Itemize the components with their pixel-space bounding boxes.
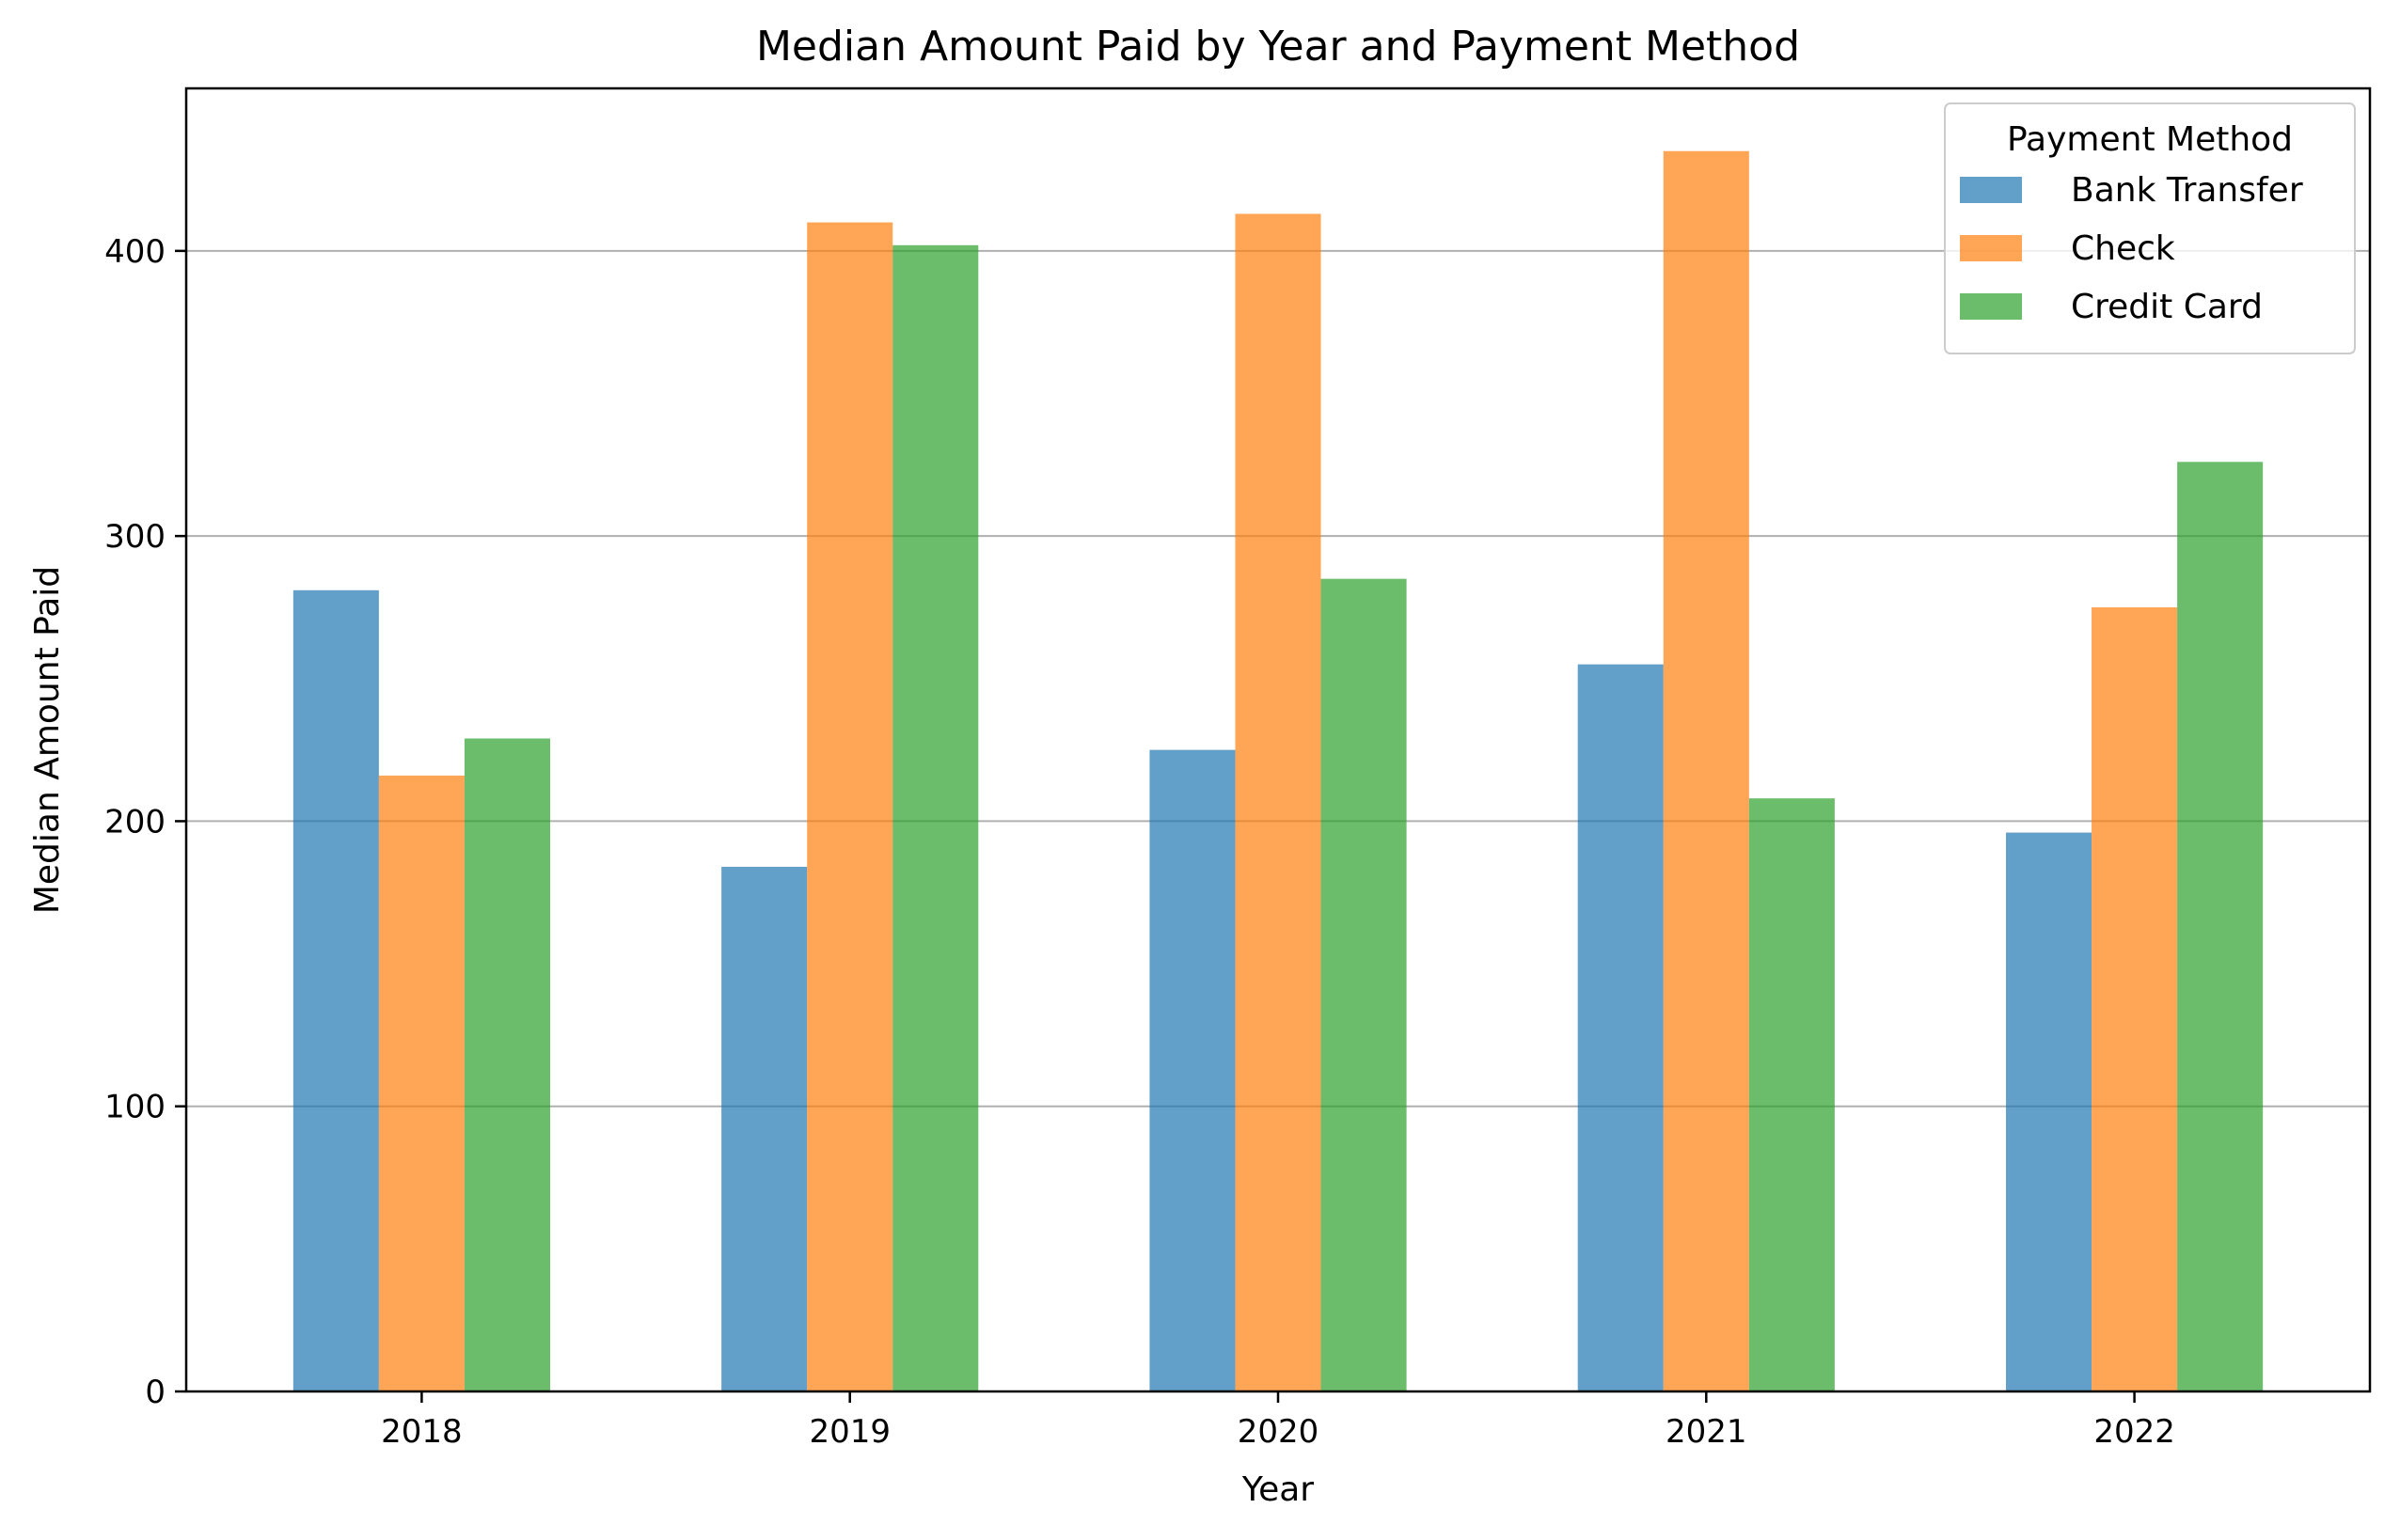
legend-swatch (1960, 293, 2022, 320)
x-tick-label: 2020 (1238, 1413, 1319, 1451)
legend-label: Credit Card (2071, 288, 2263, 326)
bar-bank-transfer-2021 (1577, 664, 1664, 1391)
legend-box (1944, 102, 2356, 354)
bar-bank-transfer-2022 (2006, 832, 2092, 1391)
bar-check-2019 (807, 222, 893, 1391)
legend: Payment Method Bank Transfer Check Credit … (1944, 102, 2356, 354)
y-tick-label: 200 (104, 803, 166, 841)
y-tick-label: 400 (104, 233, 166, 271)
bar-credit-card-2021 (1748, 798, 1835, 1391)
bar-check-2021 (1663, 150, 1749, 1391)
y-tick-label: 300 (104, 518, 166, 556)
chart-title: Median Amount Paid by Year and Payment M… (756, 23, 1800, 71)
bar-bank-transfer-2019 (721, 866, 808, 1391)
bar-check-2018 (378, 775, 465, 1391)
x-tick-label: 2021 (1666, 1413, 1747, 1451)
legend-label: Check (2071, 229, 2175, 268)
bars (292, 150, 2264, 1392)
legend-title: Payment Method (2007, 120, 2293, 159)
x-tick-label: 2018 (381, 1413, 463, 1451)
legend-items: Bank Transfer Check Credit Card (1960, 171, 2303, 326)
y-tick-label: 100 (104, 1089, 166, 1126)
bar-check-2020 (1235, 213, 1321, 1391)
bar-credit-card-2020 (1320, 578, 1407, 1391)
bar-credit-card-2018 (464, 738, 550, 1391)
y-axis-label: Median Amount Paid (28, 566, 67, 914)
legend-swatch (1960, 235, 2022, 261)
x-tick-label: 2022 (2093, 1413, 2175, 1451)
bar-bank-transfer-2018 (292, 589, 379, 1391)
bar-bank-transfer-2020 (1149, 749, 1236, 1391)
x-tick-label: 2019 (809, 1413, 891, 1451)
legend-label: Bank Transfer (2071, 171, 2303, 210)
bar-check-2022 (2092, 606, 2178, 1391)
legend-swatch (1960, 177, 2022, 203)
y-tick-label: 0 (145, 1374, 166, 1411)
bar-credit-card-2019 (892, 244, 979, 1392)
axis-ticks: 0 100 200 300 400 2018 2019 2020 2021 2022 (104, 233, 2175, 1451)
x-axis-label: Year (1241, 1470, 1314, 1509)
bar-credit-card-2022 (2177, 462, 2264, 1391)
